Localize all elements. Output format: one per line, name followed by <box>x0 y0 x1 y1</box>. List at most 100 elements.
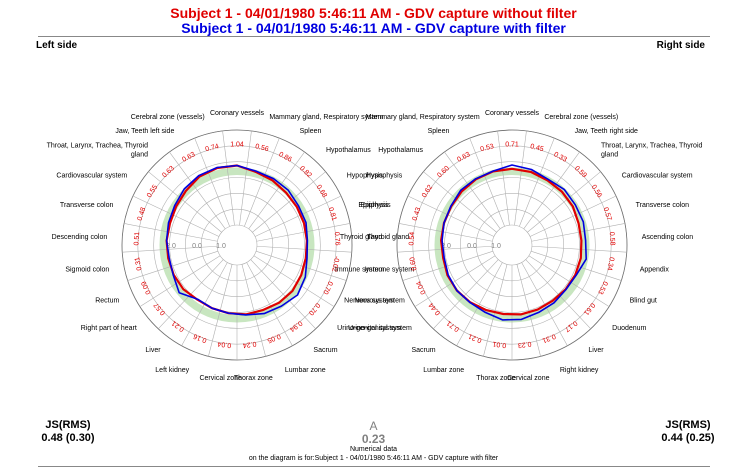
sector-value-label: 0.94 <box>288 319 303 333</box>
sector-divider <box>253 255 335 307</box>
sector-label: Nervous system <box>355 297 405 304</box>
sector-label: Ascending colon <box>642 234 693 241</box>
sector-value-label: 0.04 <box>217 340 232 349</box>
sector-value-label: 0.74 <box>205 143 220 153</box>
sector-value-label: 0.44 <box>428 301 442 316</box>
numerical-data-label: Numerical data <box>349 446 398 453</box>
sector-value-label: 0.05 <box>266 332 281 344</box>
sector-divider <box>456 262 503 346</box>
axis-tick-label: 0.0 <box>467 243 477 250</box>
sector-label: Jaw, Teeth left side <box>115 128 174 135</box>
sector-value-label: 0.45 <box>529 143 544 153</box>
sector-value-label: 0.56 <box>590 184 603 199</box>
sector-value-label: 0.63 <box>456 151 471 164</box>
sector-label: Coronary vessels <box>485 110 540 117</box>
sector-value-label: 0.56 <box>254 143 269 153</box>
left-side-label: Left side <box>36 40 78 51</box>
sector-divider <box>530 250 622 281</box>
sector-label: Blind gut <box>630 297 657 304</box>
footer-divider <box>38 466 710 467</box>
sector-divider <box>407 195 495 237</box>
sector-label: Spleen <box>300 128 322 135</box>
sector-label: Sigmoid colon <box>65 266 109 273</box>
sector-label: Liver <box>145 347 161 354</box>
sector-divider <box>519 137 555 227</box>
radar-charts: 2.0 0.0 1.0 1.04 0.56 0.86 0.820.68 0.81 0.76 -0.… <box>47 110 703 382</box>
sector-label: Epiphysis <box>361 202 391 209</box>
sector-divider <box>469 137 505 227</box>
sector-label: Nervous system <box>344 297 394 304</box>
right-js-label: JS(RMS) <box>665 419 711 431</box>
sector-label: Descending colon <box>52 234 108 241</box>
sector-divider <box>241 264 266 357</box>
sector-value-label: 0.57 <box>602 207 613 222</box>
sector-value-label: 0.71 <box>505 142 519 149</box>
sector-divider <box>132 195 220 237</box>
sector-divider <box>497 130 510 226</box>
sector-label: Right kidney <box>560 367 599 374</box>
sector-value-label: 0.34 <box>605 256 614 271</box>
radar-chart-left: 2.0 0.0 1.0 1.04 0.56 0.86 0.820.68 0.81 0.76 -0.… <box>47 110 415 382</box>
sector-label: Transverse colon <box>636 202 690 209</box>
sector-value-label: 0.53 <box>596 280 608 295</box>
sector-value-label: 0.31 <box>541 332 556 344</box>
sector-value-label: 0.59 <box>573 165 588 180</box>
sector-divider <box>528 255 610 307</box>
sector-value-label: 0.43 <box>412 206 423 221</box>
sector-divider <box>252 171 326 233</box>
sector-divider <box>525 259 591 330</box>
radar-chart-right: 2.0 0.0 1.0 0.71 0.45 0.33 0.590.56 0.57 0.58 0.3… <box>335 110 703 382</box>
sector-label: Hypophysis <box>366 172 403 179</box>
left-js-block: JS(RMS) 0.48 (0.30) <box>28 419 108 445</box>
sector-label: Duodenum <box>612 325 646 332</box>
sector-value-label: 0.31 <box>134 256 143 271</box>
header-divider <box>38 36 710 37</box>
axis-tick-label: 1.0 <box>491 243 501 250</box>
sector-value-label: 0.24 <box>242 340 257 349</box>
sector-divider <box>531 245 627 253</box>
sector-divider <box>414 255 496 307</box>
title-without-filter: Subject 1 - 04/01/1980 5:46:11 AM - GDV … <box>170 5 577 21</box>
sector-label: Appendix <box>640 266 670 273</box>
left-js-value: 0.48 (0.30) <box>41 432 95 444</box>
sector-value-label: 0.16 <box>193 332 208 344</box>
sector-value-label: 0.70 <box>321 280 333 295</box>
sector-divider <box>521 262 568 346</box>
sector-label: Thyroid gland <box>367 234 410 241</box>
sector-label: Throat, Larynx, Trachea, Thyroid gland <box>601 143 703 159</box>
sector-divider <box>248 151 305 229</box>
sector-divider <box>148 171 222 233</box>
series-with-filter <box>441 164 588 321</box>
right-js-block: JS(RMS) 0.44 (0.25) <box>648 419 728 445</box>
sector-value-label: 0.33 <box>552 151 567 164</box>
sector-divider <box>194 137 230 227</box>
sector-label: Urino-genital system <box>348 325 412 332</box>
sector-label: Rectum <box>95 297 119 304</box>
sector-label: Left kidney <box>155 367 189 374</box>
numerical-data-note: on the diagram is for:Subject 1 - 04/01/… <box>248 455 499 462</box>
sector-value-label: 0.48 <box>137 206 148 221</box>
sector-divider <box>122 245 218 253</box>
sector-divider <box>483 264 508 357</box>
sector-value-label: 0.51 <box>133 232 141 246</box>
sector-value-label: 0.63 <box>181 151 196 164</box>
sector-value-label: 0.82 <box>298 165 313 180</box>
sector-divider <box>127 250 219 281</box>
sector-value-label: 0.23 <box>517 340 532 349</box>
sector-value-label: 0.81 <box>327 207 338 222</box>
sector-value-label: 0.01 <box>492 340 507 349</box>
sector-divider <box>523 151 580 229</box>
sector-divider <box>169 151 226 229</box>
sector-label: Sacrum <box>411 347 435 354</box>
sector-label: Cerebral zone (vessels) <box>544 114 618 121</box>
axis-tick-label: 2.0 <box>441 243 451 250</box>
sector-label: Thorax zone <box>234 375 273 382</box>
sector-label: Liver <box>588 347 604 354</box>
title-with-filter: Subject 1 - 04/01/1980 5:46:11 AM - GDV … <box>181 20 566 36</box>
series-with-filter <box>165 164 309 316</box>
sector-divider <box>244 137 280 227</box>
axis-tick-label: 0.0 <box>192 243 202 250</box>
sector-value-label: 0.17 <box>563 319 578 333</box>
sector-label: Epiphysis <box>358 202 388 209</box>
sector-divider <box>239 130 252 226</box>
